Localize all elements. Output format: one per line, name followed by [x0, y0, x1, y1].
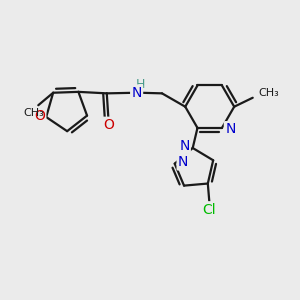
Text: N: N	[178, 155, 188, 169]
Text: N: N	[179, 139, 190, 153]
Text: CH₃: CH₃	[258, 88, 279, 98]
Text: Cl: Cl	[202, 202, 216, 217]
Text: O: O	[103, 118, 114, 132]
Text: N: N	[131, 86, 142, 100]
Text: O: O	[34, 110, 45, 123]
Text: CH₃: CH₃	[23, 108, 44, 118]
Text: H: H	[136, 78, 145, 91]
Text: N: N	[225, 122, 236, 136]
